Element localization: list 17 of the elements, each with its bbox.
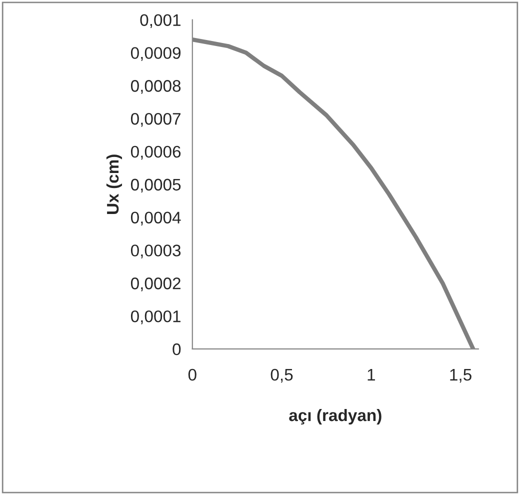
x-axis-title: açı (radyan) <box>289 408 382 424</box>
x-tick-label: 0,5 <box>270 368 293 383</box>
y-tick-label: 0,0003 <box>130 244 181 258</box>
y-tick-label: 0,0008 <box>130 80 181 94</box>
y-tick-label: 0 <box>172 343 181 356</box>
y-tick-label: 0,0009 <box>130 47 181 61</box>
y-tick-label: 0,0006 <box>130 146 181 160</box>
x-tick-label: 1 <box>368 369 375 380</box>
y-tick-label: 0,0004 <box>130 212 181 226</box>
y-tick-label: 0,001 <box>140 14 180 28</box>
x-tick-label: 1,5 <box>450 369 472 383</box>
y-tick-label: 0,0005 <box>130 178 181 193</box>
y-tick-label: 0,0007 <box>130 112 180 127</box>
y-tick-label: 0,0002 <box>130 278 180 292</box>
y-tick-label: 0,0001 <box>130 310 180 324</box>
x-tick-label: 0 <box>188 368 196 381</box>
y-axis-title: Ux (cm) <box>106 154 122 214</box>
